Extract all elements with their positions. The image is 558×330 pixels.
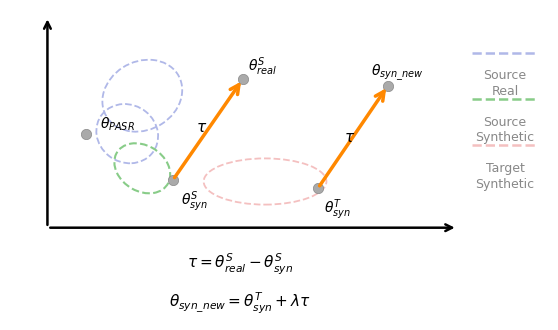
Text: Target
Synthetic: Target Synthetic [475, 162, 535, 191]
Text: $\theta_{PASR}$: $\theta_{PASR}$ [100, 116, 136, 133]
Text: $\theta_{syn\_new}$: $\theta_{syn\_new}$ [371, 63, 424, 83]
Text: Source
Real: Source Real [483, 69, 527, 98]
Text: $\tau$: $\tau$ [196, 120, 208, 135]
Point [238, 77, 247, 82]
Text: $\theta_{syn\_new} = \theta^T_{syn} + \lambda\tau$: $\theta_{syn\_new} = \theta^T_{syn} + \l… [169, 291, 311, 316]
Text: $\theta^T_{syn}$: $\theta^T_{syn}$ [324, 197, 350, 222]
Text: $\theta^S_{syn}$: $\theta^S_{syn}$ [181, 189, 208, 214]
Text: Source
Synthetic: Source Synthetic [475, 115, 535, 145]
Text: $\theta^S_{real}$: $\theta^S_{real}$ [248, 55, 277, 78]
Point [82, 131, 91, 136]
Text: $\tau = \theta^S_{real} - \theta^S_{syn}$: $\tau = \theta^S_{real} - \theta^S_{syn}… [187, 251, 293, 277]
Point [169, 177, 177, 182]
Point [314, 185, 323, 191]
Text: $\tau$: $\tau$ [344, 130, 355, 145]
Point [383, 83, 392, 88]
